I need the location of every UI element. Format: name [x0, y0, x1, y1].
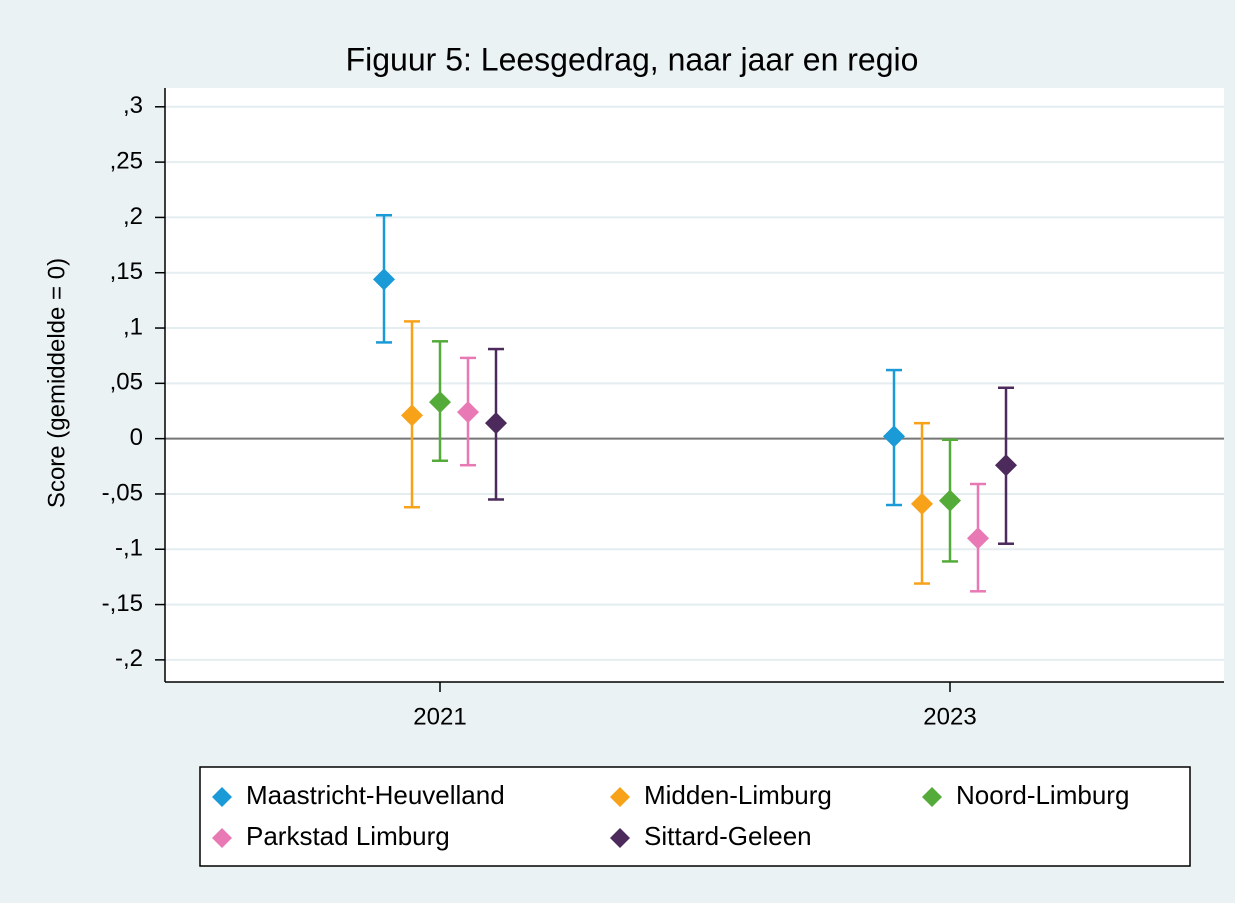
point [883, 425, 905, 448]
y-tick-label: ,2 [123, 203, 143, 230]
point [485, 412, 507, 435]
y-tick-label: ,25 [110, 147, 143, 174]
y-tick-label: -,05 [102, 479, 143, 506]
chart-title: Figuur 5: Leesgedrag, naar jaar en regio [346, 41, 919, 77]
y-tick-label: ,05 [110, 369, 143, 396]
point [429, 391, 451, 414]
y-tick-label: 0 [130, 424, 143, 451]
legend-marker [922, 787, 942, 807]
y-tick-label: ,1 [123, 313, 143, 340]
point [457, 401, 479, 424]
legend-label: Sittard-Geleen [644, 821, 812, 851]
legend-marker [212, 828, 232, 848]
y-tick-label: ,3 [123, 92, 143, 119]
x-tick-label: 2023 [923, 703, 976, 730]
legend-marker [610, 828, 630, 848]
y-tick-label: ,15 [110, 258, 143, 285]
legend-label: Parkstad Limburg [246, 821, 450, 851]
legend-marker [610, 787, 630, 807]
point [373, 268, 395, 291]
legend-label: Noord-Limburg [956, 780, 1129, 810]
y-tick-label: -,15 [102, 590, 143, 617]
point [967, 527, 989, 550]
point [401, 404, 423, 427]
y-tick-label: -,1 [115, 535, 143, 562]
y-tick-label: -,2 [115, 645, 143, 672]
legend [199, 766, 1191, 867]
y-axis-label: Score (gemiddelde = 0) [43, 258, 70, 508]
x-tick-label: 2021 [413, 703, 466, 730]
point [995, 454, 1017, 477]
legend-label: Midden-Limburg [644, 780, 832, 810]
plot-area [165, 88, 1224, 682]
legend-label: Maastricht-Heuvelland [246, 780, 505, 810]
point [939, 489, 961, 512]
point [911, 492, 933, 515]
legend-marker [212, 787, 232, 807]
